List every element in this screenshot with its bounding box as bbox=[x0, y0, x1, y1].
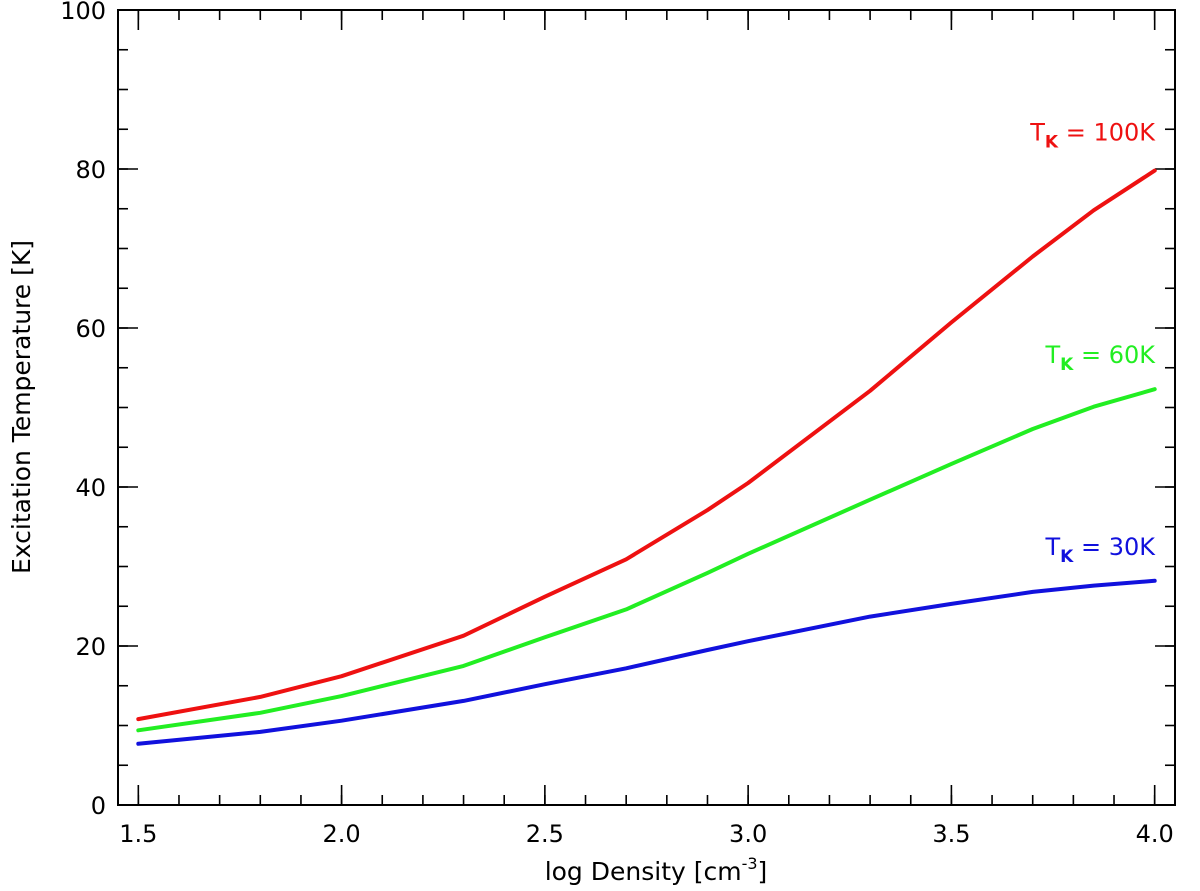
y-tick-label: 20 bbox=[75, 633, 106, 661]
y-tick-label: 100 bbox=[60, 0, 106, 25]
plot-frame bbox=[117, 9, 1176, 806]
x-tick-labels: 1.5 2.0 2.5 3.0 3.5 4.0 bbox=[119, 820, 1174, 848]
x-tick-label: 3.0 bbox=[729, 820, 767, 848]
y-tick-label: 60 bbox=[75, 315, 106, 343]
minor-ticks bbox=[118, 9, 1175, 806]
y-tick-label: 40 bbox=[75, 474, 106, 502]
series-labels: TK = 100K TK = 60K TK = 30K bbox=[1029, 119, 1156, 567]
series-line bbox=[136, 578, 1157, 746]
series-line bbox=[136, 168, 1157, 722]
major-ticks bbox=[118, 9, 1175, 806]
x-tick-label: 2.5 bbox=[526, 820, 564, 848]
series-label: TK = 30K bbox=[1044, 533, 1156, 567]
x-tick-label: 2.0 bbox=[323, 820, 361, 848]
x-axis-title: log Density [cm-3] bbox=[545, 854, 768, 886]
series-label: TK = 60K bbox=[1044, 341, 1156, 375]
y-axis-title: Excitation Temperature [K] bbox=[7, 240, 36, 574]
series-label: TK = 100K bbox=[1029, 119, 1156, 153]
x-tick-label: 1.5 bbox=[119, 820, 157, 848]
series-lines bbox=[136, 168, 1157, 746]
y-tick-label: 0 bbox=[91, 792, 106, 820]
x-tick-label: 3.5 bbox=[932, 820, 970, 848]
series-line bbox=[136, 387, 1157, 733]
y-tick-labels: 0 20 40 60 80 100 bbox=[60, 0, 106, 820]
y-tick-label: 80 bbox=[75, 156, 106, 184]
x-tick-label: 4.0 bbox=[1136, 820, 1174, 848]
